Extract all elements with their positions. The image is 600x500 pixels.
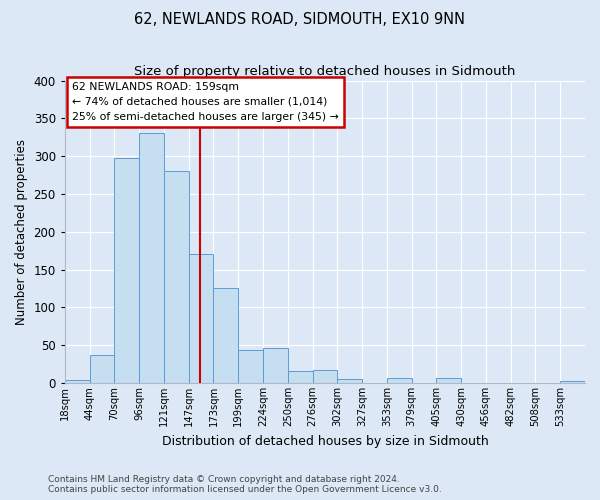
Text: Contains HM Land Registry data © Crown copyright and database right 2024.
Contai: Contains HM Land Registry data © Crown c… [48, 474, 442, 494]
Text: 62, NEWLANDS ROAD, SIDMOUTH, EX10 9NN: 62, NEWLANDS ROAD, SIDMOUTH, EX10 9NN [134, 12, 466, 28]
Bar [115, 158, 139, 383]
Bar [560, 380, 585, 383]
Bar [337, 379, 362, 383]
Bar [238, 350, 263, 383]
Text: 62 NEWLANDS ROAD: 159sqm
← 74% of detached houses are smaller (1,014)
25% of sem: 62 NEWLANDS ROAD: 159sqm ← 74% of detach… [72, 82, 339, 122]
Y-axis label: Number of detached properties: Number of detached properties [15, 139, 28, 325]
Bar [139, 134, 164, 383]
Bar [288, 371, 313, 383]
Bar [436, 378, 461, 383]
Bar [188, 254, 214, 383]
Bar [65, 380, 89, 383]
Bar [263, 348, 288, 383]
Bar [214, 288, 238, 383]
Bar [164, 172, 188, 383]
Title: Size of property relative to detached houses in Sidmouth: Size of property relative to detached ho… [134, 65, 515, 78]
X-axis label: Distribution of detached houses by size in Sidmouth: Distribution of detached houses by size … [161, 434, 488, 448]
Bar [89, 355, 115, 383]
Bar [313, 370, 337, 383]
Bar [387, 378, 412, 383]
